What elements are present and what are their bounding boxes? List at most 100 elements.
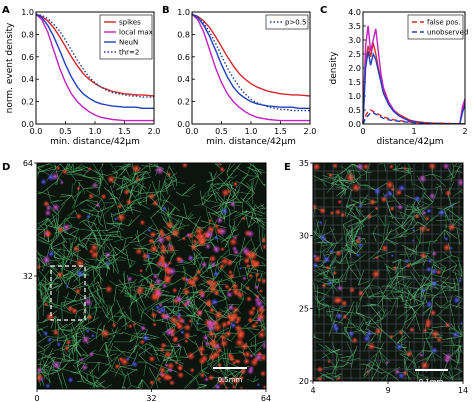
cell-body [74,287,82,295]
neurite [93,222,102,240]
cell-body [245,263,251,269]
neurite [37,330,39,332]
cell-body [158,254,166,262]
neurite [236,191,253,195]
cell-body [213,289,220,297]
neurite [37,357,43,361]
neurite [113,285,117,303]
neurite [76,371,88,381]
neurite [65,269,73,274]
neurite [243,188,253,200]
neurite [189,305,196,318]
series-line-neun [362,51,466,125]
neurite [248,214,254,228]
neurite [61,352,75,361]
panel-b-xtick-label: 1.0 [245,127,258,136]
neurite [150,208,162,219]
neurite [40,236,49,243]
neurite [62,270,77,277]
cell-body [233,235,238,241]
panel-a-ytick-label: 1.0 [21,8,34,17]
cell-body [232,181,239,187]
cell-body [56,341,62,347]
cell-body [152,322,157,327]
cell-body [241,351,247,357]
panel-label-E: E [284,162,291,173]
neurite [110,305,113,318]
neurite [164,172,178,182]
neurite [42,180,58,193]
cell-body [179,258,185,264]
neurite [98,227,103,240]
neurite [69,253,74,265]
cell-body [74,258,85,269]
neurite [82,208,100,212]
cell-body [87,314,93,321]
cell-body [158,366,166,374]
neurite [131,192,141,206]
neurite [129,278,137,288]
neurite [201,191,220,199]
neurite [246,182,252,189]
cell-body [216,163,223,167]
neurite [206,180,213,182]
cell-body [164,373,173,382]
neurite [129,262,136,268]
neurite [148,163,150,164]
neurite [54,316,62,322]
cell-body [243,350,252,359]
neurite [146,343,153,347]
neurite [101,365,111,377]
cell-body [192,283,197,288]
neurite [193,316,196,322]
neurite [139,308,155,322]
neurite [143,362,147,377]
neurite [61,243,72,255]
cell-body [164,327,175,338]
neurite [148,341,153,347]
cell-body [261,341,266,351]
cell-body [186,351,196,361]
neurite [136,170,147,178]
neurite [124,163,133,170]
neurite [113,163,131,174]
neurite [383,163,385,164]
neurite [125,315,130,321]
neurite [76,380,88,382]
cell-body [162,273,173,284]
cell-body [254,298,264,309]
neurite [260,204,266,209]
series-line-local-max- [362,25,466,125]
neurite [250,208,264,214]
neurite [240,289,247,294]
neurite [63,274,65,284]
neurite [227,242,231,255]
cell-body [157,261,163,266]
cell-body [210,298,219,306]
neurite [91,352,108,357]
cell-body [46,337,53,343]
neurite [58,163,67,171]
neurite [53,256,60,260]
cell-body [199,292,206,299]
neurite [227,165,239,179]
cell-body [188,318,193,324]
panel-e-xtick-label: 4 [310,386,315,395]
neurite [125,368,138,377]
cell-body [156,235,166,245]
neurite [178,346,182,356]
neurite [101,239,111,251]
neurite [129,335,133,343]
neurite [240,327,260,330]
neurite [43,339,56,348]
cell-body [199,372,206,379]
cell-body [184,298,192,306]
neurite [217,260,219,270]
cell-body [213,270,220,277]
cell-body [180,318,186,324]
neurite [121,375,127,389]
neurite [135,299,140,315]
neurite [40,281,50,296]
neurite [47,263,59,274]
cell-body [81,335,91,345]
